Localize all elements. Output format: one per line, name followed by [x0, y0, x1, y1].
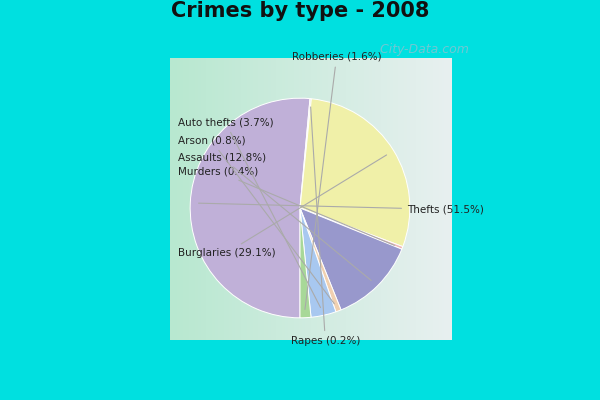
- Text: City-Data.com: City-Data.com: [376, 42, 469, 56]
- Wedge shape: [300, 208, 402, 310]
- Text: Rapes (0.2%): Rapes (0.2%): [290, 107, 360, 346]
- Wedge shape: [300, 208, 341, 312]
- Wedge shape: [300, 99, 311, 208]
- Wedge shape: [190, 98, 310, 318]
- Text: Auto thefts (3.7%): Auto thefts (3.7%): [178, 117, 320, 308]
- Wedge shape: [300, 208, 403, 249]
- Wedge shape: [300, 208, 336, 317]
- Wedge shape: [300, 208, 311, 318]
- Title: Crimes by type - 2008: Crimes by type - 2008: [171, 1, 429, 21]
- Text: Murders (0.4%): Murders (0.4%): [178, 166, 394, 245]
- Text: Assaults (12.8%): Assaults (12.8%): [178, 152, 371, 280]
- Text: Robberies (1.6%): Robberies (1.6%): [292, 52, 382, 310]
- Text: Arson (0.8%): Arson (0.8%): [178, 136, 334, 304]
- Text: Burglaries (29.1%): Burglaries (29.1%): [178, 155, 386, 258]
- Text: Thefts (51.5%): Thefts (51.5%): [199, 203, 484, 214]
- Wedge shape: [300, 99, 410, 247]
